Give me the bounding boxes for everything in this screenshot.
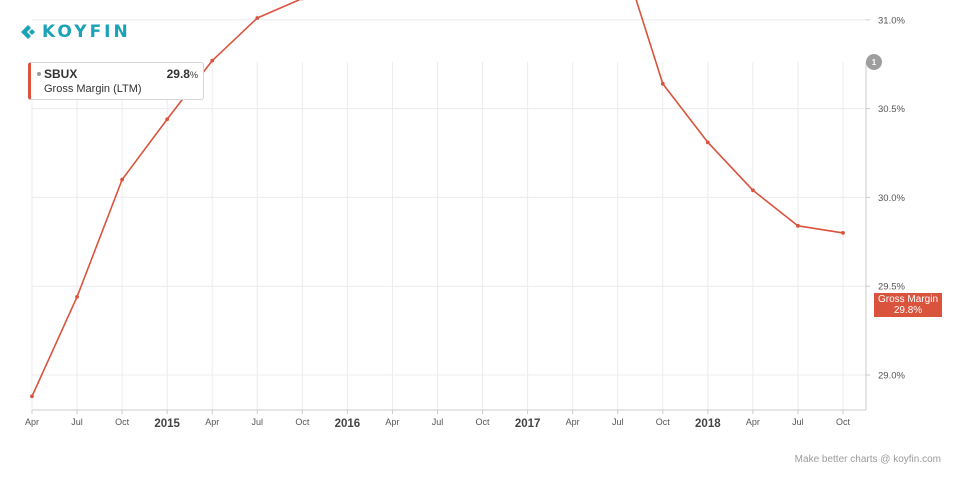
x-year-label: 2017	[515, 418, 541, 430]
metric-name: Gross Margin (LTM)	[44, 83, 142, 95]
annotation-count-badge[interactable]: 1	[866, 54, 882, 70]
x-year-label: 2018	[695, 418, 721, 430]
data-point	[796, 223, 800, 228]
data-point	[750, 188, 755, 193]
last-value-label: Gross Margin 29.8%	[874, 293, 942, 317]
x-tick-label: Oct	[115, 417, 130, 427]
series-dot-icon	[37, 72, 41, 76]
data-point	[75, 294, 79, 299]
data-point	[255, 16, 260, 20]
y-tick-label: 29.0%	[878, 371, 905, 382]
x-tick-label: Jul	[71, 417, 83, 427]
x-tick-label: Jul	[432, 417, 444, 427]
tooltip-value: 29.8	[166, 67, 190, 81]
x-tick-label: Jul	[792, 417, 804, 427]
data-point	[165, 117, 170, 122]
y-tick-label: 30.5%	[878, 104, 905, 115]
data-point	[660, 81, 665, 86]
x-tick-label: Jul	[252, 417, 264, 427]
series-layer	[30, 0, 845, 399]
y-tick-label: 31.0%	[878, 15, 905, 26]
x-tick-label: Apr	[566, 417, 580, 427]
data-point	[30, 394, 34, 399]
brand-logo[interactable]: KOYFIN	[20, 22, 131, 42]
x-tick-label: Oct	[656, 417, 671, 427]
brand-name: KOYFIN	[42, 22, 131, 42]
footer-credit: Make better charts @ koyfin.com	[794, 454, 941, 465]
ticker-symbol: SBUX	[44, 67, 78, 81]
x-tick-label: Oct	[295, 417, 310, 427]
data-point	[120, 177, 125, 182]
koyfin-logo-icon	[21, 25, 35, 39]
grid-lines	[31, 19, 866, 410]
x-tick-label: Oct	[836, 417, 851, 427]
axes	[31, 19, 870, 414]
x-tick-label: Jul	[612, 417, 624, 427]
data-point	[841, 231, 845, 235]
x-tick-label: Oct	[476, 417, 491, 427]
y-tick-label: 29.5%	[878, 282, 905, 293]
last-value-number: 29.8%	[893, 305, 923, 316]
x-tick-label: Apr	[25, 417, 39, 427]
x-tick-label: Apr	[746, 417, 760, 427]
y-tick-label: 30.0%	[878, 193, 905, 204]
data-point	[705, 140, 710, 145]
x-tick-label: Apr	[205, 417, 219, 427]
tooltip-unit: %	[189, 70, 198, 80]
tick-labels: 29.0%29.5%30.0%30.5%31.0%31.5%32.0%AprJu…	[25, 15, 905, 430]
x-year-label: 2015	[154, 418, 180, 430]
data-point	[210, 58, 215, 63]
x-tick-label: Apr	[385, 417, 399, 427]
x-year-label: 2016	[335, 418, 361, 430]
last-value-series-name: Gross Margin	[877, 294, 938, 305]
tooltip-value-wrap: 29.8%	[167, 67, 198, 81]
series-tooltip[interactable]: SBUX 29.8% Gross Margin (LTM)	[28, 62, 204, 100]
